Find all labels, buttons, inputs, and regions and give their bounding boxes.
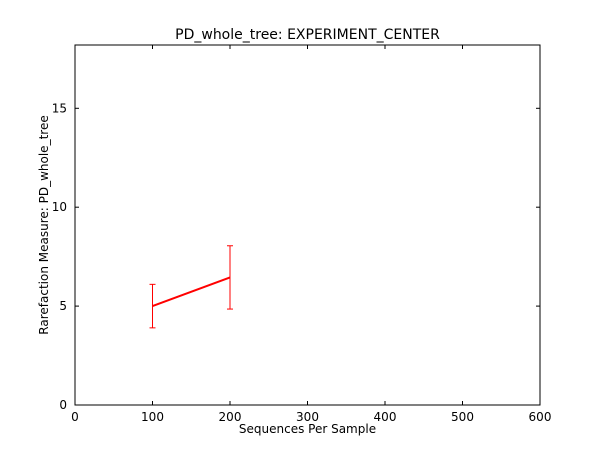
series-line xyxy=(152,276,231,308)
plot-frame xyxy=(74,44,541,406)
x-tick-label: 100 xyxy=(141,410,164,424)
y-tick-label: 10 xyxy=(52,200,67,214)
x-tick-label: 600 xyxy=(529,410,552,424)
x-tick-label: 400 xyxy=(374,410,397,424)
x-tick-label: 300 xyxy=(296,410,319,424)
axis-ticks: 0 100 200 300 400 500 600 0 5 10 15 xyxy=(52,45,552,424)
x-tick-label: 0 xyxy=(71,410,79,424)
y-tick-label: 0 xyxy=(59,398,67,412)
x-tick-label: 500 xyxy=(451,410,474,424)
x-tick-label: 200 xyxy=(219,410,242,424)
y-axis-label: Rarefaction Measure: PD_whole_tree xyxy=(37,115,51,334)
chart-title: PD_whole_tree: EXPERIMENT_CENTER xyxy=(175,27,440,43)
y-tick-label: 15 xyxy=(52,101,67,115)
x-axis-label: Sequences Per Sample xyxy=(239,422,376,436)
data-marks xyxy=(149,245,233,329)
y-tick-label: 5 xyxy=(59,299,67,313)
